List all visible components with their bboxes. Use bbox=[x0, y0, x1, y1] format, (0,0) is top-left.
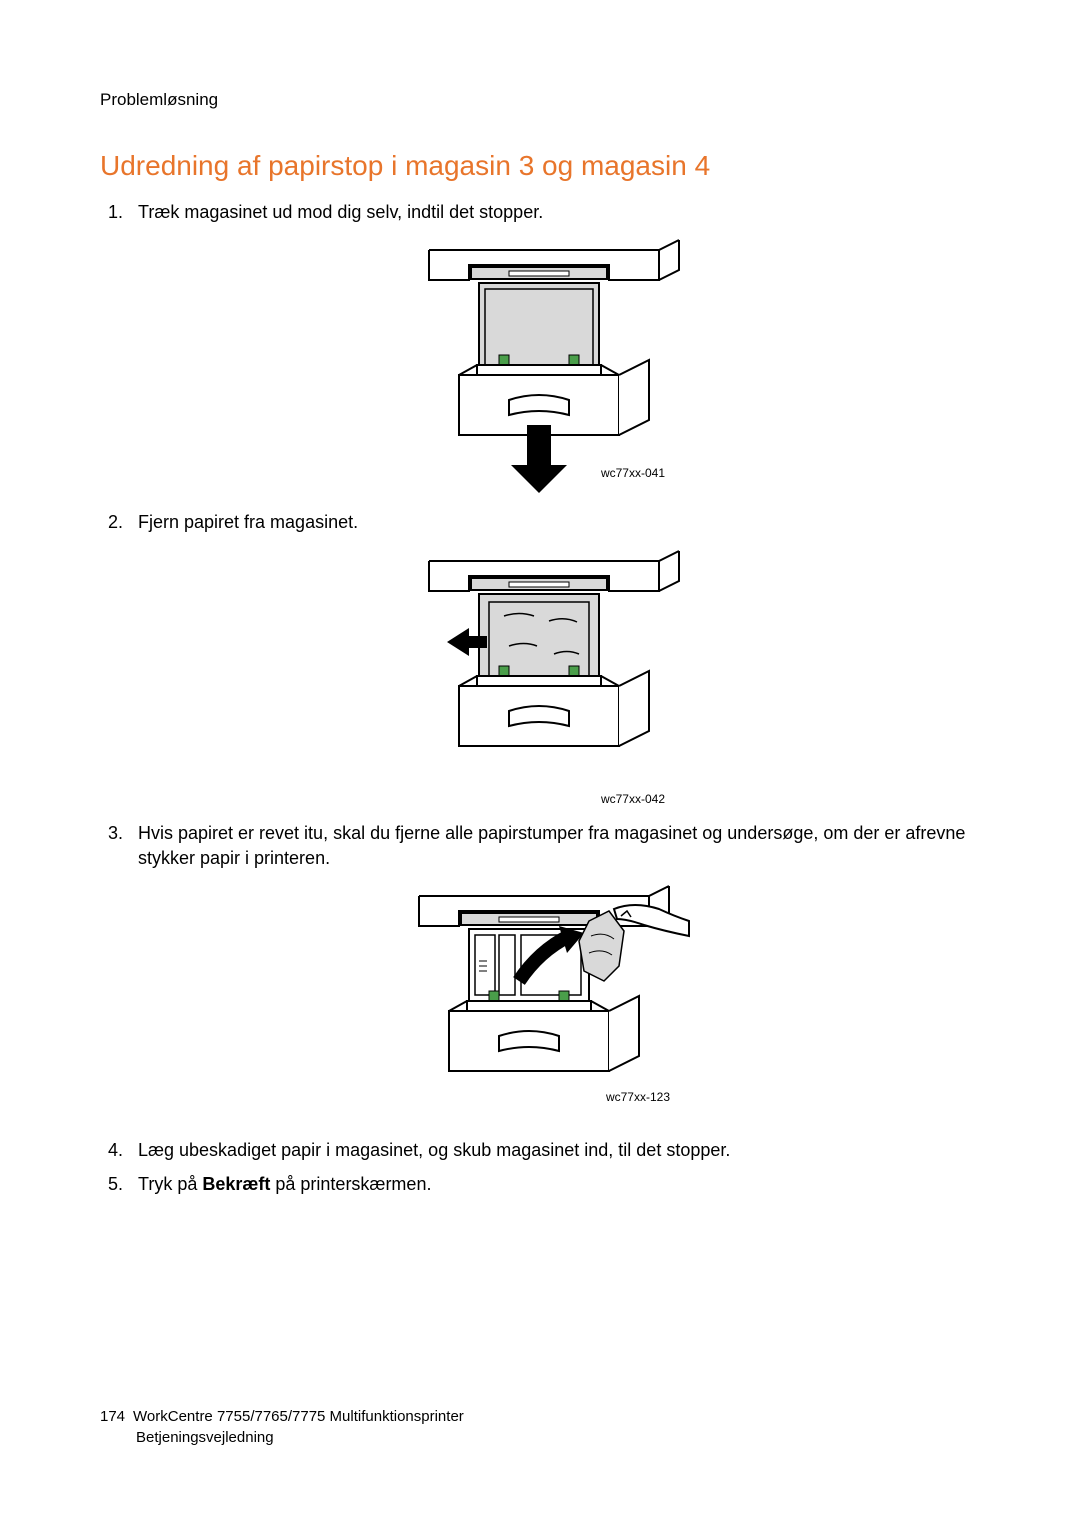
step-text: Læg ubeskadiget papir i magasinet, og sk… bbox=[138, 1140, 730, 1160]
step-3: 3. Hvis papiret er revet itu, skal du fj… bbox=[100, 821, 980, 1119]
section-title: Udredning af papirstop i magasin 3 og ma… bbox=[100, 150, 980, 182]
step-number: 5. bbox=[108, 1172, 123, 1197]
step-2: 2. Fjern papiret fra magasinet. bbox=[100, 510, 980, 812]
document-page: Problemløsning Udredning af papirstop i … bbox=[0, 0, 1080, 1528]
step-text: Træk magasinet ud mod dig selv, indtil d… bbox=[138, 202, 543, 222]
step-number: 1. bbox=[108, 200, 123, 225]
step5-pre: Tryk på bbox=[138, 1174, 202, 1194]
step-number: 4. bbox=[108, 1138, 123, 1163]
step5-bold: Bekræft bbox=[202, 1174, 270, 1194]
instruction-list: 1. Træk magasinet ud mod dig selv, indti… bbox=[100, 200, 980, 1197]
figure-caption: wc77xx-041 bbox=[601, 465, 665, 482]
step5-post: på printerskærmen. bbox=[270, 1174, 431, 1194]
footer-line2: Betjeningsvejledning bbox=[136, 1427, 274, 1448]
page-number: 174 bbox=[100, 1406, 125, 1427]
figure-caption: wc77xx-123 bbox=[606, 1089, 670, 1106]
footer-line1: WorkCentre 7755/7765/7775 Multifunktions… bbox=[133, 1408, 464, 1425]
step-text: Tryk på Bekræft på printerskærmen. bbox=[138, 1174, 431, 1194]
figure-3: wc77xx-123 bbox=[138, 881, 980, 1118]
step-4: 4. Læg ubeskadiget papir i magasinet, og… bbox=[100, 1138, 980, 1163]
step-5: 5. Tryk på Bekræft på printerskærmen. bbox=[100, 1172, 980, 1197]
step-1: 1. Træk magasinet ud mod dig selv, indti… bbox=[100, 200, 980, 502]
page-header-label: Problemløsning bbox=[100, 90, 980, 110]
page-footer: 174 WorkCentre 7755/7765/7775 Multifunkti… bbox=[100, 1406, 464, 1448]
step-number: 3. bbox=[108, 821, 123, 846]
figure-caption: wc77xx-042 bbox=[601, 791, 665, 808]
step-text: Hvis papiret er revet itu, skal du fjern… bbox=[138, 823, 965, 868]
step-number: 2. bbox=[108, 510, 123, 535]
step-text: Fjern papiret fra magasinet. bbox=[138, 512, 358, 532]
figure-2: wc77xx-042 bbox=[138, 546, 980, 813]
figure-1: wc77xx-041 bbox=[138, 235, 980, 502]
